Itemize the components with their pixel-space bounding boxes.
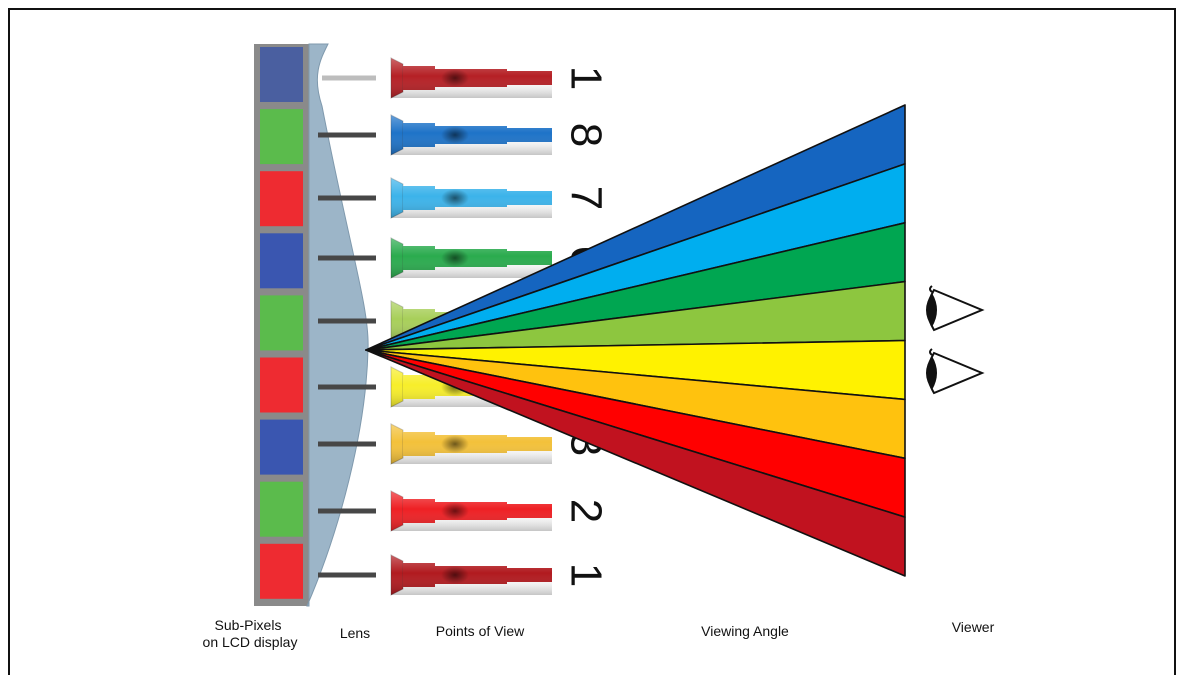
view-beam (365, 349, 906, 577)
subpixel-4 (260, 233, 303, 289)
lens (306, 43, 369, 607)
subpixel-6 (260, 357, 303, 413)
caption-viewing-angle: Viewing Angle (701, 623, 789, 639)
subpixel-group (260, 47, 303, 599)
viewpoint-camera-icon (390, 423, 552, 465)
view-number-label: 8 (562, 123, 611, 147)
viewpoint-camera-icon (390, 554, 552, 596)
view-number-label: 2 (562, 499, 611, 523)
subpixel-8 (260, 481, 303, 537)
viewpoint-camera-icon (390, 177, 552, 219)
autostereoscopic-diagram: 187654321 Sub-Pixels on LCD display Lens… (203, 43, 995, 650)
viewpoint-camera-icon (390, 237, 552, 279)
eye-icon (926, 348, 985, 395)
viewing-angle-fan (365, 104, 906, 577)
caption-points-of-view: Points of View (436, 623, 525, 639)
subpixel-2 (260, 109, 303, 165)
viewpoint-camera-icon (390, 114, 552, 156)
leader-line-group (318, 75, 376, 578)
view-number-label: 1 (562, 563, 611, 587)
caption-subpixels: Sub-Pixels (215, 617, 282, 633)
view-number-label: 7 (562, 186, 611, 210)
view-number-label: 1 (562, 66, 611, 90)
subpixel-1 (260, 47, 303, 102)
caption-subpixels-line2: on LCD display (203, 634, 298, 650)
viewpoint-camera-icon (390, 57, 552, 99)
subpixel-9 (260, 543, 303, 599)
subpixel-7 (260, 419, 303, 475)
eye-icon (926, 285, 985, 332)
caption-lens: Lens (340, 625, 370, 641)
caption-viewer: Viewer (952, 619, 995, 635)
subpixel-3 (260, 171, 303, 227)
subpixel-5 (260, 295, 303, 351)
diagram-frame: 187654321 Sub-Pixels on LCD display Lens… (8, 8, 1176, 675)
viewpoint-camera-icon (390, 490, 552, 532)
